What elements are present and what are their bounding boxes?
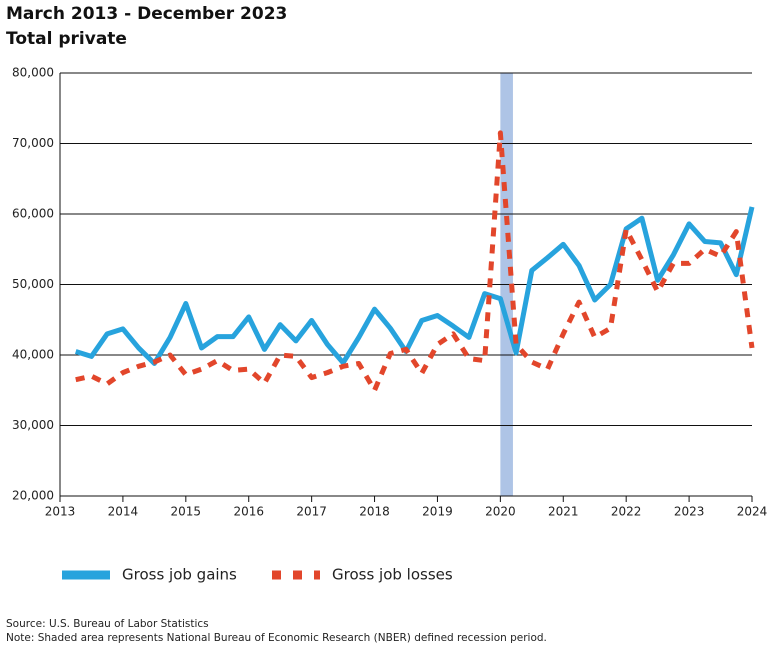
series-line [74, 206, 755, 366]
x-tick-label: 2023 [674, 505, 705, 519]
x-tick-label: 2014 [108, 505, 139, 519]
legend-label: Gross job losses [332, 566, 453, 584]
y-tick-label: 20,000 [12, 489, 54, 503]
y-tick-label: 30,000 [12, 418, 54, 432]
y-tick-label: 50,000 [12, 277, 54, 291]
x-tick-label: 2018 [359, 505, 390, 519]
x-tick-label: 2017 [296, 505, 327, 519]
y-tick-label: 40,000 [12, 348, 54, 362]
source: Source: U.S. Bureau of Labor Statistics [6, 618, 209, 630]
series-line [75, 130, 755, 393]
chart-subtitle: Total private [6, 29, 127, 49]
x-tick-label: 2013 [45, 505, 76, 519]
x-tick-label: 2015 [171, 505, 202, 519]
x-tick-label: 2022 [611, 505, 642, 519]
y-tick-label: 80,000 [12, 66, 54, 80]
note: Note: Shaded area represents National Bu… [6, 632, 547, 644]
y-tick-label: 60,000 [12, 207, 54, 221]
chart-title: March 2013 - December 2023 [6, 4, 287, 24]
y-tick-label: 70,000 [12, 136, 54, 150]
legend-label: Gross job gains [122, 566, 237, 584]
x-tick-label: 2019 [422, 505, 453, 519]
x-tick-label: 2024 [737, 505, 768, 519]
x-tick-label: 2016 [233, 505, 264, 519]
x-tick-label: 2020 [485, 505, 516, 519]
x-tick-label: 2021 [548, 505, 579, 519]
